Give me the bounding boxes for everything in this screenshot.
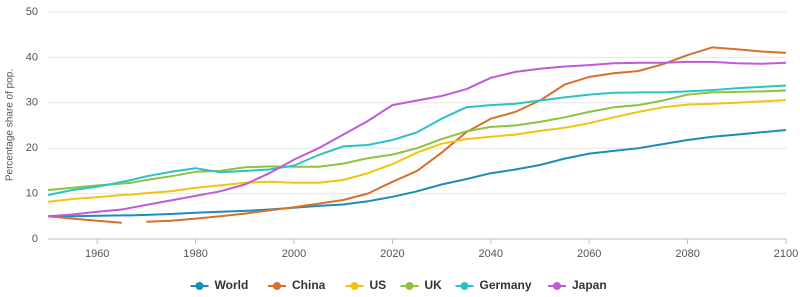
legend-marker: [350, 282, 359, 290]
legend-text: Japan: [572, 278, 607, 292]
series-line: [47, 84, 787, 196]
series-line: [47, 89, 787, 191]
legend-text: US: [370, 278, 387, 292]
y-tick-label: 30: [26, 97, 38, 109]
series-line: [47, 60, 787, 218]
x-tick-label: 2020: [380, 248, 404, 260]
y-tick-label: 0: [32, 233, 38, 245]
series-line: [47, 46, 787, 224]
x-tick-label: 2060: [577, 248, 601, 260]
legend-text: UK: [425, 278, 443, 292]
legend-marker: [553, 282, 561, 290]
y-tick-label: 50: [26, 6, 38, 18]
y-axis-label: Percentage share of pop.: [5, 69, 16, 181]
legend-item[interactable]: Germany: [455, 278, 532, 292]
x-tick-label: 2000: [282, 248, 306, 260]
legend-item[interactable]: UK: [400, 278, 443, 292]
x-tick-label: 2080: [675, 248, 699, 260]
x-tick-label: 1980: [183, 248, 207, 260]
legend-item[interactable]: World: [190, 278, 249, 292]
legend-item[interactable]: Japan: [548, 278, 607, 292]
y-tick-label: 10: [26, 188, 38, 200]
y-tick-label: 40: [26, 51, 38, 63]
series-line: [47, 99, 787, 203]
x-tick-label: 1960: [85, 248, 109, 260]
legend-text: World: [215, 278, 249, 292]
legend-item[interactable]: US: [345, 278, 387, 292]
legend-item[interactable]: China: [268, 278, 326, 292]
legend-text: Germany: [480, 278, 532, 292]
legend-marker: [195, 282, 204, 290]
legend-marker: [405, 282, 414, 290]
x-tick-label: 2040: [479, 248, 503, 260]
x-tick-label: 2100: [774, 248, 798, 260]
y-tick-label: 20: [26, 142, 38, 154]
legend-marker: [273, 282, 281, 290]
legend-text: China: [292, 278, 326, 292]
legend-marker: [460, 282, 469, 290]
series-line: [48, 129, 787, 218]
